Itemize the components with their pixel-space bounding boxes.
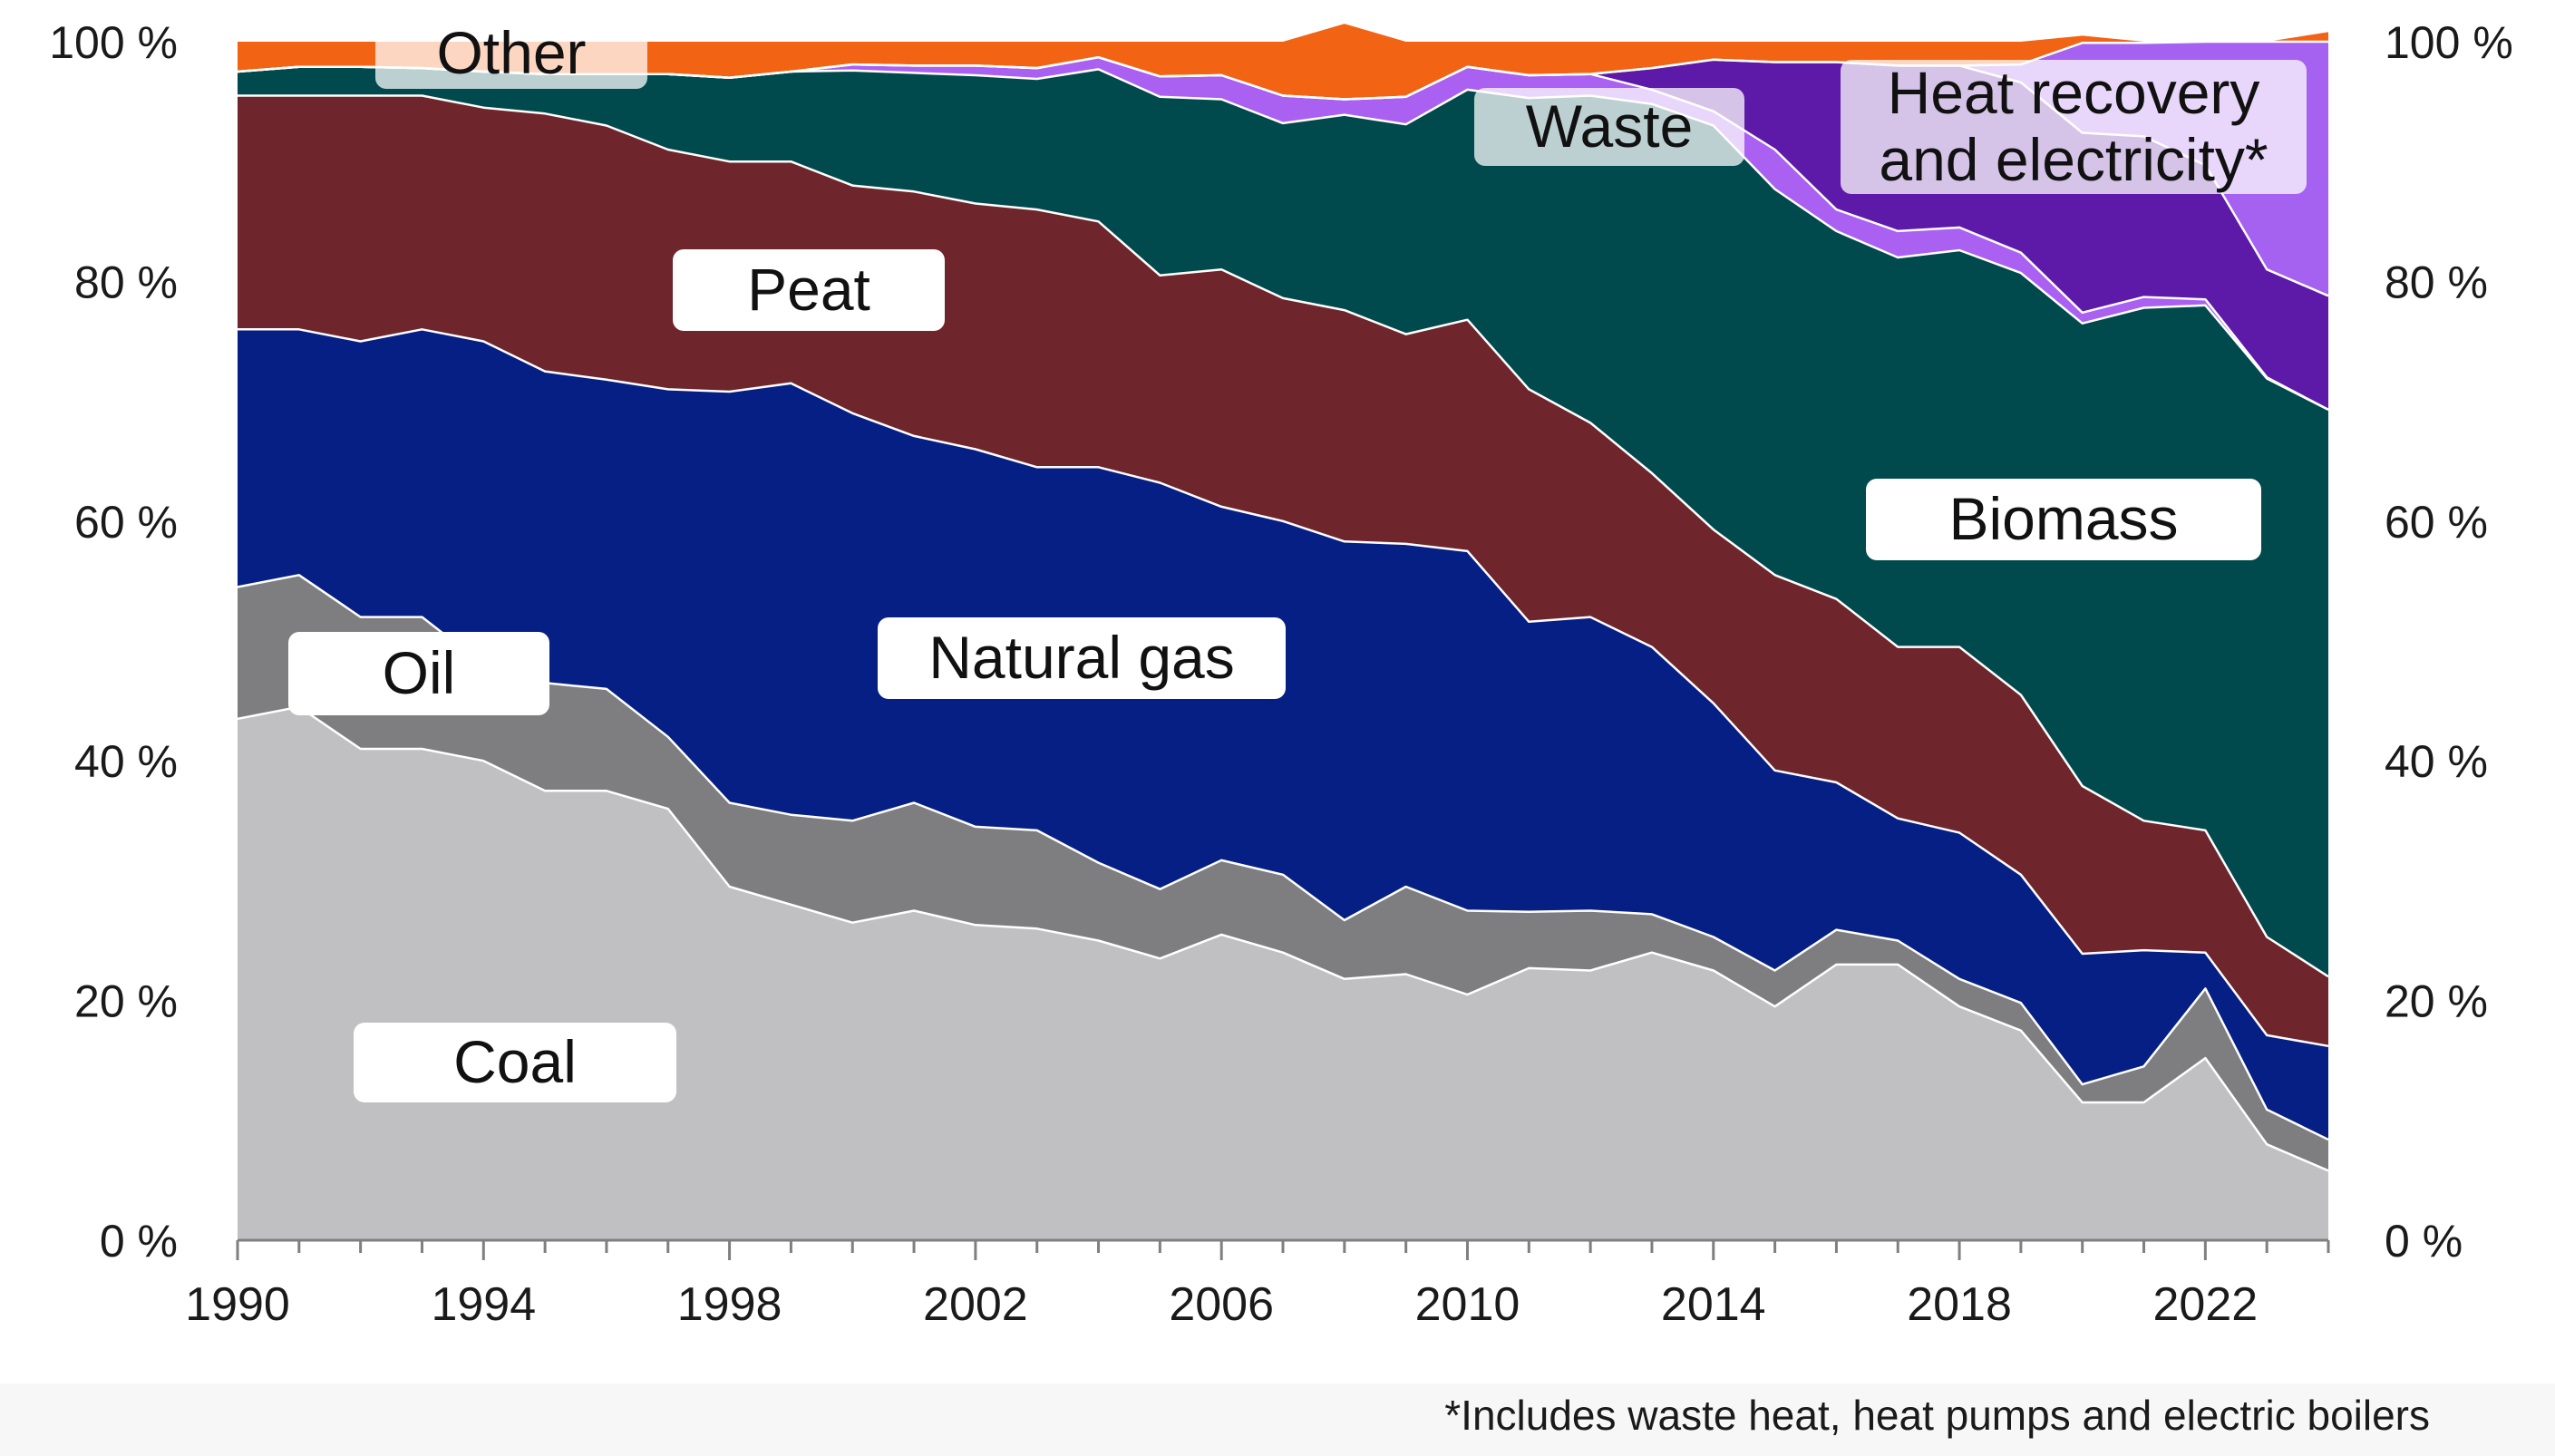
y-tick-label-left: 80 %: [74, 257, 178, 307]
area-label-text: Other: [436, 19, 586, 86]
y-tick-label-right: 100 %: [2385, 17, 2513, 68]
area-label-natural-gas: Natural gas: [878, 617, 1286, 699]
area-label-box: [1866, 479, 2261, 560]
area-label-text: Oil: [383, 639, 456, 706]
x-tick-label: 2018: [1907, 1278, 2012, 1331]
boundary-oil: [237, 574, 2329, 1141]
area-coal: [238, 706, 2328, 1240]
area-label-text: Coal: [453, 1028, 577, 1095]
y-tick-label-right: 40 %: [2385, 736, 2488, 787]
x-tick-label: 2006: [1169, 1278, 1274, 1331]
x-tick-label: 1994: [431, 1278, 536, 1331]
area-label-box: [375, 18, 647, 89]
area-label-box: [878, 617, 1286, 699]
y-tick-label-right: 80 %: [2385, 257, 2488, 307]
x-tick-label: 2002: [923, 1278, 1028, 1331]
y-tick-label-left: 0 %: [100, 1216, 178, 1267]
area-heat-recovery-and-electricity: [238, 57, 2328, 410]
area-biomass: [238, 66, 2328, 977]
x-tick-label: 2010: [1415, 1278, 1520, 1331]
y-tick-label-right: 20 %: [2385, 976, 2488, 1027]
area-label-text: Waste: [1526, 92, 1694, 160]
area-waste: [238, 57, 2328, 410]
area-peat: [238, 95, 2328, 1046]
y-tick-label-right: 60 %: [2385, 497, 2488, 548]
area-label-text: Biomass: [1948, 485, 2178, 552]
axes-group: 1990 1994 1998 2002 2006 2010 2014 2018 2022 0 % 0…: [49, 17, 2513, 1331]
area-label-text: Heat recovery: [1888, 59, 2260, 126]
area-label-box: [673, 249, 945, 331]
area-label-oil: Oil: [288, 632, 549, 715]
area-series-group: [237, 24, 2329, 1240]
area-label-box: [1474, 88, 1744, 166]
area-label-box: [1841, 60, 2307, 194]
y-tick-label-right: 0 %: [2385, 1216, 2463, 1267]
area-label-box: [354, 1023, 676, 1102]
area-label-box: [288, 632, 549, 715]
x-tick-label: 1998: [677, 1278, 782, 1331]
y-tick-label-left: 60 %: [74, 497, 178, 548]
area-label-peat: Peat: [673, 249, 945, 331]
y-tick-label-left: 20 %: [74, 976, 178, 1027]
area-label-biomass: Biomass: [1866, 479, 2261, 560]
area-label-text: Natural gas: [928, 624, 1235, 691]
footnote: *Includes waste heat, heat pumps and ele…: [1444, 1392, 2430, 1439]
y-tick-label-left: 40 %: [74, 736, 178, 787]
area-label-text: Peat: [747, 256, 870, 323]
area-label-text: and electricity*: [1879, 126, 2268, 193]
x-tick-label: 2022: [2153, 1278, 2259, 1331]
area-label-coal: Coal: [354, 1023, 676, 1102]
x-tick-label: 2014: [1661, 1278, 1766, 1331]
boundary-coal: [237, 705, 2329, 1172]
footnote-background: [0, 1383, 2555, 1456]
area-other: [238, 24, 2328, 100]
area-label-other: Other: [375, 18, 647, 89]
x-tick-label: 1990: [185, 1278, 290, 1331]
y-tick-label-left: 100 %: [49, 17, 178, 68]
area-label-waste: Waste: [1474, 88, 1744, 166]
boundary-natural-gas: [238, 328, 2329, 1048]
boundary-peat: [238, 94, 2329, 978]
area-natural-gas: [238, 329, 2328, 1140]
area-labels-group: Coal Oil Natural gas Peat Biomass Waste Heat r…: [288, 18, 2307, 1102]
